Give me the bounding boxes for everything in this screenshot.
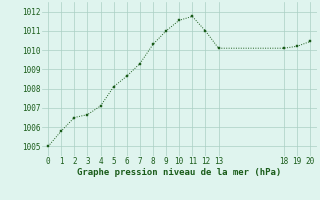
X-axis label: Graphe pression niveau de la mer (hPa): Graphe pression niveau de la mer (hPa) (77, 168, 281, 177)
